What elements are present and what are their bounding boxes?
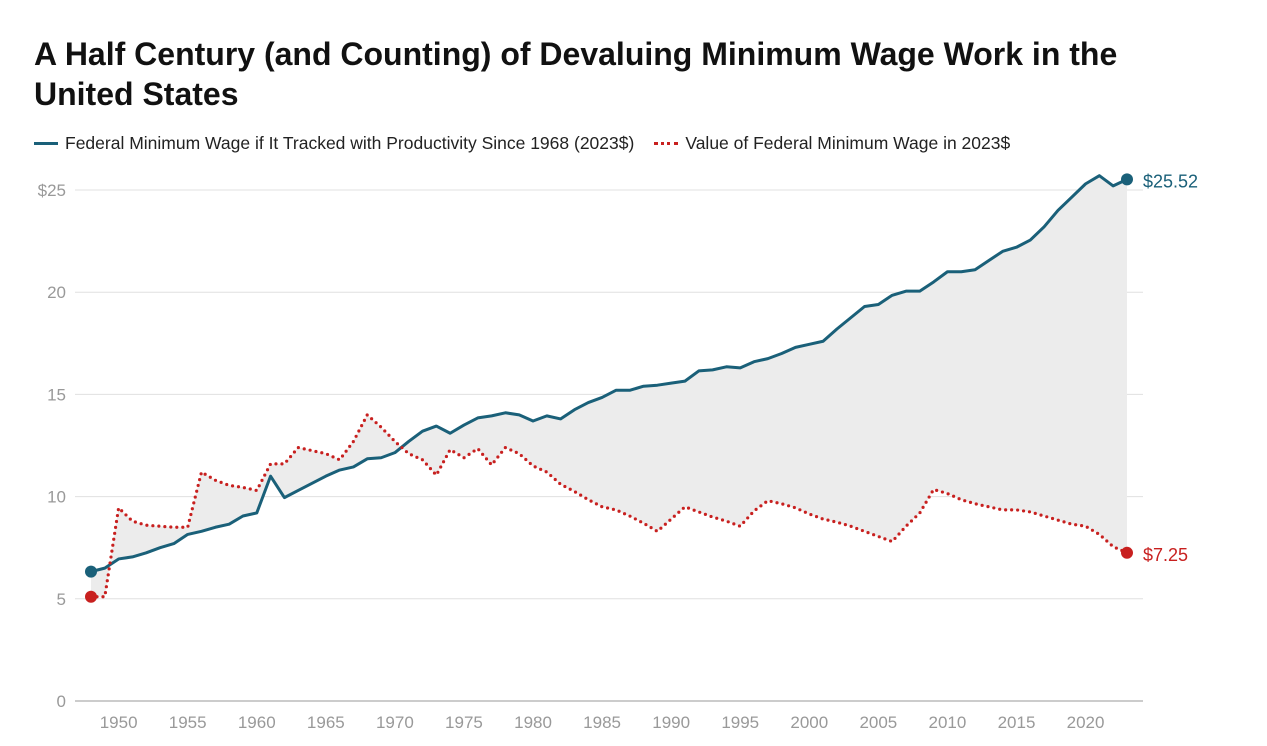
y-tick-label: $25 (38, 181, 66, 200)
legend-item-productivity: Federal Minimum Wage if It Tracked with … (34, 133, 634, 154)
legend-swatch-dotted (654, 142, 679, 145)
data-point (1121, 173, 1133, 186)
y-tick-label: 20 (47, 283, 66, 302)
y-tick-label: 5 (57, 590, 66, 609)
x-tick-label: 2005 (859, 713, 897, 732)
x-tick-label: 2015 (998, 713, 1036, 732)
productivity-line (90, 174, 1128, 574)
gap-shaded-area (91, 175, 1127, 597)
y-tick-label: 15 (47, 385, 66, 404)
data-point (85, 565, 97, 578)
y-tick-label: 10 (47, 488, 66, 507)
legend-label: Value of Federal Minimum Wage in 2023$ (685, 133, 1011, 153)
data-point (1121, 546, 1133, 559)
legend: Federal Minimum Wage if It Tracked with … (34, 133, 1020, 154)
minimum-wage-line (89, 413, 1129, 599)
x-tick-label: 1980 (514, 713, 552, 732)
chart-title: A Half Century (and Counting) of Devalui… (34, 36, 1118, 112)
x-tick-label: 1975 (445, 713, 483, 732)
x-tick-label: 1950 (100, 713, 138, 732)
x-tick-label: 2020 (1067, 713, 1105, 732)
legend-swatch-solid (34, 142, 58, 145)
x-tick-label: 1995 (721, 713, 759, 732)
x-tick-label: 2010 (929, 713, 967, 732)
x-tick-label: 1990 (652, 713, 690, 732)
x-tick-label: 1955 (169, 713, 207, 732)
end-value-label: $7.25 (1143, 545, 1188, 565)
legend-item-minimum-wage: Value of Federal Minimum Wage in 2023$ (654, 133, 1010, 154)
x-tick-label: 2000 (790, 713, 828, 732)
end-value-label: $25.52 (1143, 171, 1198, 191)
y-tick-label: 0 (57, 692, 66, 711)
legend-label: Federal Minimum Wage if It Tracked with … (65, 133, 635, 153)
x-tick-label: 1960 (238, 713, 276, 732)
x-tick-label: 1985 (583, 713, 621, 732)
x-tick-label: 1970 (376, 713, 414, 732)
x-tick-label: 1965 (307, 713, 345, 732)
data-point (85, 590, 97, 603)
